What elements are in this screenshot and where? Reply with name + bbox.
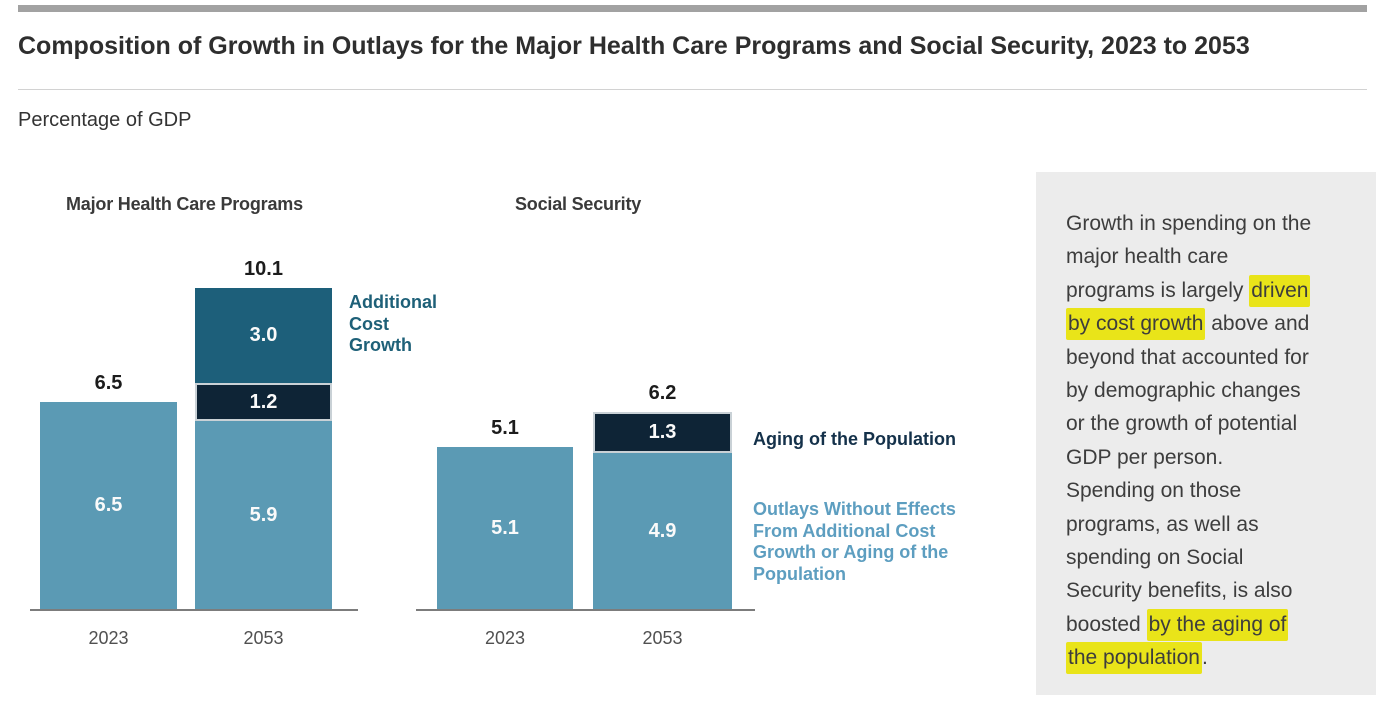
note-line: programs, as well as <box>1066 508 1356 541</box>
bar-total-label: 5.1 <box>491 417 519 439</box>
legend-label-aging: Aging of the Population <box>753 429 956 451</box>
legend-label-line: Additional <box>349 292 437 312</box>
note-line: the population. <box>1066 641 1356 675</box>
note-text: programs, as well as <box>1066 512 1259 536</box>
note-text: . <box>1201 646 1208 670</box>
legend-label-cost: Additional Cost Growth <box>349 292 437 357</box>
note-text: boosted <box>1066 612 1147 636</box>
bar-segment-base: 6.5 <box>40 402 177 609</box>
segment-value-label: 1.2 <box>249 390 278 413</box>
note-line: Growth in spending on the <box>1066 207 1356 240</box>
axis-unit-label: Percentage of GDP <box>18 109 192 131</box>
note-text: major health care <box>1066 245 1229 269</box>
note-text: beyond that accounted for <box>1066 345 1309 369</box>
segment-value-label: 3.0 <box>249 324 278 346</box>
x-tick-label: 2023 <box>88 628 129 648</box>
note-line: GDP per person. <box>1066 441 1356 474</box>
chart-group-title: Major Health Care Programs <box>66 194 303 214</box>
legend-label-line: From Additional Cost <box>753 520 936 541</box>
note-panel: Growth in spending on the major health ca… <box>1036 172 1376 695</box>
legend-label-line: Aging of the Population <box>753 429 956 449</box>
note-text: above and <box>1205 312 1310 336</box>
note-text: programs is largely <box>1066 278 1250 302</box>
bar-segment-base: 5.1 <box>437 447 573 609</box>
note-text: spending on Social <box>1066 545 1244 569</box>
bar-segment-aging: 1.2 <box>195 383 332 421</box>
note-text: or the growth of potential <box>1066 412 1298 436</box>
bar-segment-base: 5.9 <box>195 421 332 609</box>
segment-value-label: 5.9 <box>249 503 278 526</box>
top-accent-bar <box>18 5 1367 12</box>
note-line: by cost growth above and <box>1066 307 1356 341</box>
highlighted-text: driven <box>1249 274 1311 307</box>
note-text: Security benefits, is also <box>1066 579 1293 603</box>
bar-segment-aging: 1.3 <box>593 412 732 453</box>
x-axis-line <box>30 609 358 611</box>
highlighted-text: by the aging of <box>1146 608 1289 641</box>
note-line: beyond that accounted for <box>1066 341 1356 374</box>
legend-label-line: Outlays Without Effects <box>753 499 956 519</box>
note-line: by demographic changes <box>1066 374 1356 407</box>
highlighted-text: the population <box>1066 642 1202 675</box>
legend-label-line: Population <box>753 563 846 584</box>
bar-total-label: 6.5 <box>94 372 123 394</box>
bar-segment-base: 4.9 <box>593 453 732 609</box>
legend-label-base: Outlays Without Effects From Additional C… <box>753 499 956 585</box>
note-line: spending on Social <box>1066 541 1356 574</box>
page-title: Composition of Growth in Outlays for the… <box>18 31 1250 60</box>
note-line: boosted by the aging of <box>1066 608 1356 641</box>
x-tick-label: 2053 <box>243 628 284 648</box>
note-text: GDP per person. <box>1066 445 1224 469</box>
title-divider <box>18 89 1367 90</box>
segment-value-label: 1.3 <box>648 421 677 443</box>
x-tick-label: 2053 <box>642 628 683 648</box>
x-axis-line <box>416 609 755 611</box>
note-line: major health care <box>1066 240 1356 273</box>
legend-label-line: Growth <box>349 335 412 355</box>
note-line: Spending on those <box>1066 474 1356 507</box>
segment-value-label: 4.9 <box>648 519 677 542</box>
note-text: Spending on those <box>1066 479 1242 503</box>
bar-segment-cost: 3.0 <box>195 288 332 383</box>
bar-total-label: 10.1 <box>244 258 283 280</box>
segment-value-label: 6.5 <box>94 494 123 516</box>
note-text: by demographic changes <box>1066 378 1301 402</box>
legend-label-line: Cost <box>349 313 389 334</box>
segment-value-label: 5.1 <box>491 516 519 539</box>
bar-total-label: 6.2 <box>648 382 677 404</box>
legend-label-line: Growth or Aging of the <box>753 542 949 562</box>
chart-group-title: Social Security <box>515 194 642 214</box>
x-tick-label: 2023 <box>484 628 526 648</box>
note-line: or the growth of potential <box>1066 407 1356 440</box>
highlighted-text: by cost growth <box>1066 308 1206 341</box>
note-text: Growth in spending on the <box>1066 212 1312 235</box>
note-line: Security benefits, is also <box>1066 574 1356 607</box>
note-line: programs is largely driven <box>1066 274 1356 307</box>
